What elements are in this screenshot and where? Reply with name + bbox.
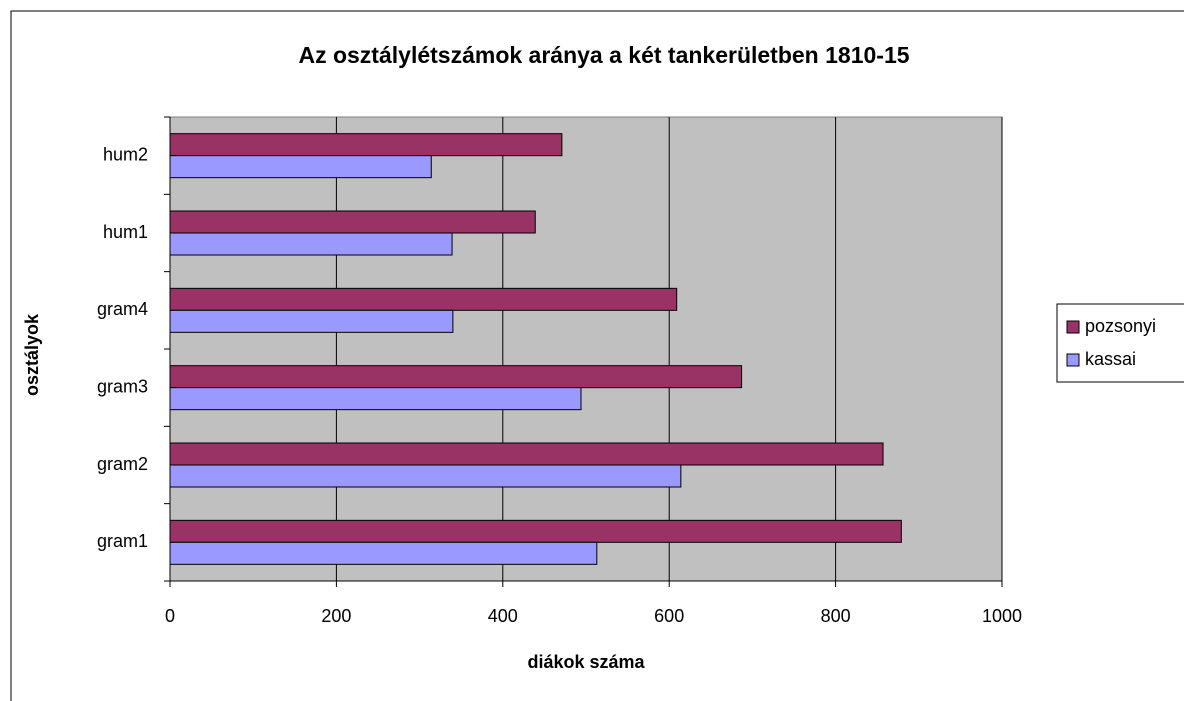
legend-box <box>1056 303 1184 383</box>
bar <box>169 519 902 543</box>
y-tick-label: gram3 <box>97 376 148 396</box>
x-tick-label: 600 <box>654 606 684 626</box>
legend-label: pozsonyi <box>1085 316 1156 336</box>
y-axis-label: osztályok <box>22 313 42 396</box>
legend-swatch <box>1066 353 1080 367</box>
x-axis-label: diákok száma <box>527 652 645 672</box>
x-tick-label: 400 <box>488 606 518 626</box>
y-tick-label: gram4 <box>97 299 148 319</box>
y-tick-label: gram2 <box>97 454 148 474</box>
bar <box>169 442 884 466</box>
y-tick-label: gram1 <box>97 531 148 551</box>
x-tick-label: 1000 <box>982 606 1022 626</box>
legend-label: kassai <box>1085 349 1136 369</box>
x-tick-label: 800 <box>821 606 851 626</box>
bar <box>169 155 432 179</box>
plot-area <box>169 116 1003 582</box>
bar <box>169 309 454 333</box>
bar <box>169 210 536 234</box>
bar <box>169 464 682 488</box>
y-tick-label: hum1 <box>103 222 148 242</box>
bar <box>169 287 678 311</box>
bar <box>169 387 582 411</box>
bar <box>169 133 563 157</box>
y-tick-label: hum2 <box>103 144 148 164</box>
x-tick-label: 0 <box>165 606 175 626</box>
bar <box>169 541 598 565</box>
x-tick-label: 200 <box>321 606 351 626</box>
legend-swatch <box>1066 320 1080 334</box>
bar <box>169 365 743 389</box>
chart-title: Az osztálylétszámok aránya a két tankerü… <box>298 42 909 68</box>
bar <box>169 232 453 256</box>
